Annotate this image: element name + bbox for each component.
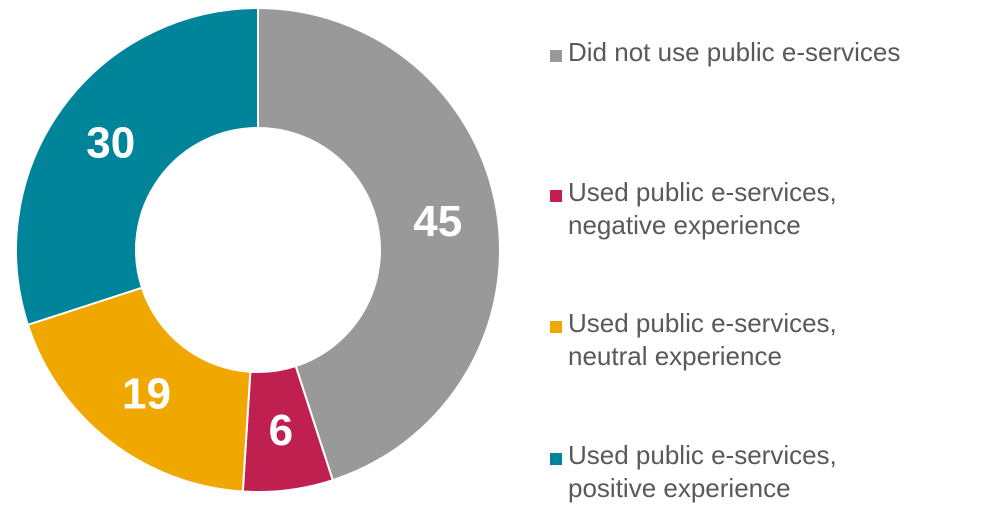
- legend-label: negative experience: [568, 210, 801, 240]
- legend-label: Did not use public e-services: [568, 37, 901, 67]
- legend-swatch-positive: [550, 453, 562, 465]
- data-label-neutral: 19: [122, 369, 171, 418]
- legend-item-negative: Used public e-services, negative experie…: [550, 176, 837, 242]
- legend-label: neutral experience: [568, 341, 782, 371]
- donut-data-labels: 45 6 19 30: [86, 119, 462, 456]
- legend-label: positive experience: [568, 473, 791, 503]
- legend-label: Used public e-services,: [568, 308, 837, 338]
- legend-swatch-neutral: [550, 321, 562, 333]
- legend-label: Used public e-services,: [568, 440, 837, 470]
- legend-swatch-negative: [550, 190, 562, 202]
- legend-item-did-not-use: Did not use public e-services: [550, 36, 900, 69]
- slice-neutral: [26, 286, 252, 493]
- data-label-did-not-use: 45: [413, 197, 462, 246]
- legend-label: Used public e-services,: [568, 177, 837, 207]
- slice-positive: [15, 6, 259, 327]
- legend-swatch-did-not-use: [550, 50, 562, 62]
- data-label-positive: 30: [86, 119, 135, 168]
- legend-item-neutral: Used public e-services, neutral experien…: [550, 307, 837, 373]
- donut-slices: [15, 6, 501, 493]
- donut-chart: 45 6 19 30: [15, 6, 501, 493]
- slice-did-not-use: [257, 6, 501, 482]
- legend-item-positive: Used public e-services, positive experie…: [550, 439, 837, 505]
- data-label-negative: 6: [269, 406, 293, 455]
- chart-legend: Did not use public e-services Used publi…: [550, 0, 980, 510]
